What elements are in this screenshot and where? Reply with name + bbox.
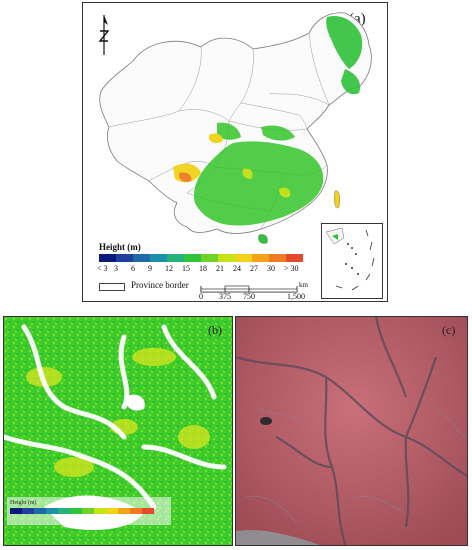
scale-tick-1500: 1,500	[287, 292, 305, 301]
forest-south	[193, 122, 324, 226]
legend-color-bar	[99, 254, 303, 262]
legend-swatch	[94, 508, 106, 514]
legend-swatch	[167, 254, 184, 262]
island-taiwan	[334, 190, 341, 209]
legend-tick-label: 24	[233, 264, 241, 273]
legend-swatch	[235, 254, 252, 262]
island-hainan	[258, 234, 268, 244]
legend-tick-label: > 30	[284, 264, 299, 273]
legend-tick-label: 15	[182, 264, 190, 273]
scale-tick-375: 375	[219, 292, 231, 301]
legend-swatch	[150, 254, 167, 262]
legend-tick-label: 6	[131, 264, 135, 273]
legend-tick-labels: < 3 3 6 9 12 15 18 21 24 27 30 > 30	[97, 264, 327, 276]
legend-tick-label: 9	[148, 264, 152, 273]
legend-tick-label: 3	[114, 264, 118, 273]
legend-swatch	[269, 254, 286, 262]
legend-swatch	[142, 508, 154, 514]
china-map	[99, 12, 372, 244]
panel-b-legend-title: Height (m)	[10, 500, 37, 506]
legend-swatch	[46, 508, 58, 514]
legend-swatch	[82, 508, 94, 514]
legend-tick-label: 21	[216, 264, 224, 273]
province-border-swatch	[99, 283, 125, 291]
panel-b-label: (b)	[208, 323, 222, 337]
legend-swatch	[184, 254, 201, 262]
legend-swatch	[286, 254, 303, 262]
scale-tick-750: 750	[243, 292, 255, 301]
legend-tick-label: 12	[165, 264, 173, 273]
scale-bar-graphic	[200, 285, 298, 293]
tall-forest-hotspots	[173, 133, 291, 198]
scale-unit: km	[299, 281, 308, 289]
legend-swatch	[99, 254, 116, 262]
inset-islands	[325, 227, 375, 291]
legend-swatch	[118, 508, 130, 514]
forest-northeast	[326, 15, 363, 95]
legend-swatch	[70, 508, 82, 514]
legend-swatch	[201, 254, 218, 262]
legend-swatch	[116, 254, 133, 262]
legend-swatch	[130, 508, 142, 514]
south-china-sea-inset	[321, 223, 383, 299]
panel-c-texture	[236, 317, 467, 545]
province-border-label: Province border	[131, 280, 189, 290]
scale-bar: km 0 375 750 1,500	[199, 281, 309, 301]
panel-a-map: (a)	[82, 2, 388, 302]
legend-swatch	[58, 508, 70, 514]
legend-swatch	[34, 508, 46, 514]
legend-swatch	[106, 508, 118, 514]
legend-tick-label: 18	[199, 264, 207, 273]
legend-tick-label: 27	[250, 264, 258, 273]
panel-c-satellite-image: (c)	[235, 316, 468, 546]
legend-swatch	[133, 254, 150, 262]
legend-swatch	[218, 254, 235, 262]
legend-swatch	[10, 508, 22, 514]
panel-b-legend-bar	[10, 508, 154, 514]
panel-b-height-map: (b) Height (m)	[3, 316, 233, 546]
scale-tick-0: 0	[199, 292, 203, 301]
legend-title: Height (m)	[99, 242, 141, 252]
panel-c-label: (c)	[442, 323, 456, 337]
legend-swatch	[22, 508, 34, 514]
legend-tick-label: < 3	[97, 264, 108, 273]
legend-swatch	[252, 254, 269, 262]
legend-tick-label: 30	[267, 264, 275, 273]
north-arrow-icon	[98, 15, 110, 55]
